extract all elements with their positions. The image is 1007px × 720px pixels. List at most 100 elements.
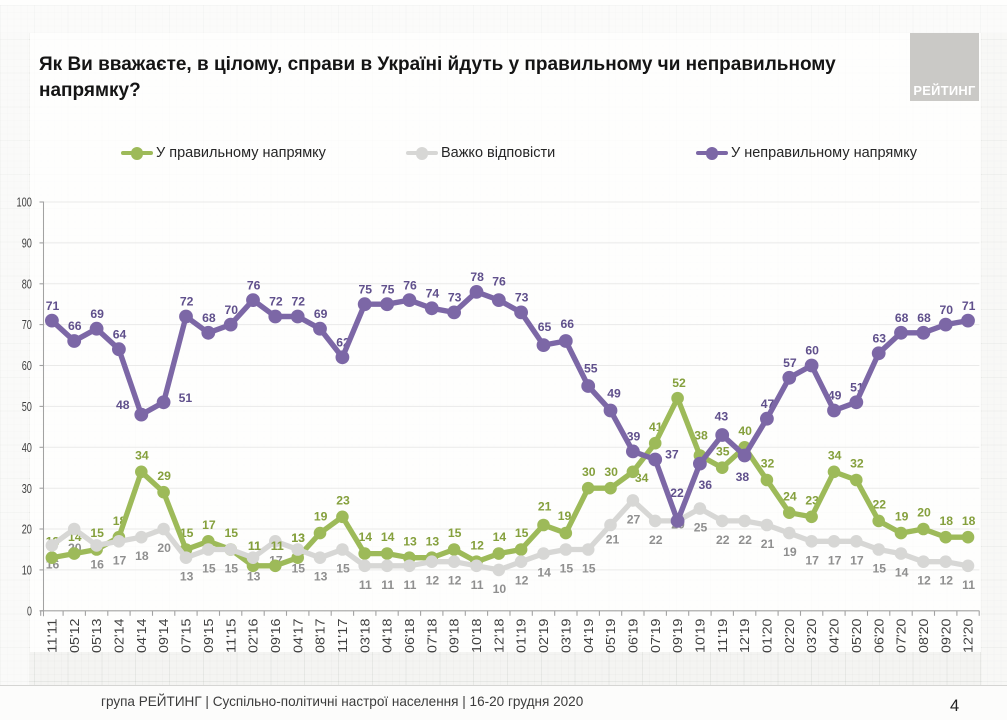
svg-text:29: 29 — [157, 469, 171, 483]
svg-text:12: 12 — [515, 574, 529, 588]
svg-text:11: 11 — [381, 578, 394, 592]
svg-text:14: 14 — [537, 566, 551, 580]
svg-text:17: 17 — [828, 553, 842, 567]
svg-text:55: 55 — [584, 361, 598, 375]
svg-text:20: 20 — [22, 522, 32, 537]
svg-text:12: 12 — [448, 574, 462, 588]
svg-text:57: 57 — [783, 356, 797, 370]
svg-text:40: 40 — [738, 424, 752, 438]
svg-text:22: 22 — [716, 533, 730, 547]
svg-text:09'14: 09'14 — [156, 619, 171, 654]
svg-text:16: 16 — [90, 557, 104, 571]
svg-text:19: 19 — [895, 510, 909, 524]
svg-text:34: 34 — [135, 448, 149, 462]
svg-text:21: 21 — [538, 500, 552, 514]
svg-text:04'18: 04'18 — [380, 619, 395, 654]
svg-text:24: 24 — [783, 489, 797, 503]
svg-text:07'15: 07'15 — [179, 619, 194, 654]
svg-text:70: 70 — [940, 303, 954, 317]
svg-text:74: 74 — [426, 287, 440, 301]
svg-text:02'19: 02'19 — [536, 619, 551, 654]
svg-text:11: 11 — [359, 578, 372, 592]
svg-text:18: 18 — [940, 514, 954, 528]
svg-text:13: 13 — [314, 570, 328, 584]
svg-text:71: 71 — [46, 299, 60, 313]
svg-text:37: 37 — [665, 448, 679, 462]
svg-text:15: 15 — [225, 562, 239, 576]
svg-text:25: 25 — [694, 521, 708, 535]
svg-text:09'19: 09'19 — [670, 619, 685, 654]
svg-text:49: 49 — [607, 386, 621, 400]
svg-text:78: 78 — [470, 270, 484, 284]
svg-text:65: 65 — [538, 320, 552, 334]
svg-text:75: 75 — [381, 282, 395, 296]
svg-text:38: 38 — [694, 429, 708, 443]
svg-text:05'19: 05'19 — [603, 619, 618, 654]
svg-text:12: 12 — [940, 574, 954, 588]
svg-text:09'15: 09'15 — [201, 619, 216, 654]
svg-text:50: 50 — [22, 399, 32, 414]
svg-text:34: 34 — [828, 448, 842, 462]
svg-text:69: 69 — [314, 307, 328, 321]
svg-text:11'19: 11'19 — [715, 619, 730, 654]
svg-text:19: 19 — [314, 510, 328, 524]
svg-text:04'19: 04'19 — [581, 619, 596, 654]
svg-text:11: 11 — [248, 539, 261, 553]
svg-text:32: 32 — [761, 457, 775, 471]
svg-text:04'20: 04'20 — [827, 619, 842, 654]
svg-text:06'18: 06'18 — [402, 619, 417, 654]
svg-text:12'20: 12'20 — [961, 619, 976, 654]
svg-text:13: 13 — [403, 534, 417, 548]
svg-text:11'15: 11'15 — [223, 619, 238, 654]
svg-text:12: 12 — [426, 574, 440, 588]
svg-text:11: 11 — [404, 578, 417, 592]
svg-text:17: 17 — [113, 553, 127, 567]
svg-text:14: 14 — [895, 566, 909, 580]
svg-text:15: 15 — [292, 562, 306, 576]
svg-text:13: 13 — [291, 531, 305, 545]
svg-text:76: 76 — [492, 275, 506, 289]
svg-text:18: 18 — [135, 549, 149, 563]
svg-text:70: 70 — [22, 317, 32, 332]
svg-text:14: 14 — [359, 530, 373, 544]
svg-text:12: 12 — [470, 538, 484, 552]
svg-text:14: 14 — [493, 530, 507, 544]
svg-text:03'20: 03'20 — [804, 619, 819, 654]
svg-text:19: 19 — [783, 545, 797, 559]
svg-text:15: 15 — [560, 562, 574, 576]
svg-text:27: 27 — [627, 512, 641, 526]
svg-text:10'18: 10'18 — [469, 619, 484, 654]
svg-text:02'14: 02'14 — [112, 619, 127, 654]
svg-text:90: 90 — [22, 236, 32, 251]
svg-text:80: 80 — [22, 276, 32, 291]
svg-text:07'18: 07'18 — [424, 619, 439, 654]
svg-text:60: 60 — [22, 358, 32, 373]
svg-text:13: 13 — [180, 570, 194, 584]
svg-text:07'19: 07'19 — [648, 619, 663, 654]
svg-text:12: 12 — [917, 574, 931, 588]
svg-text:60: 60 — [805, 344, 819, 358]
svg-text:15: 15 — [336, 562, 350, 576]
svg-text:11'17: 11'17 — [335, 619, 350, 654]
svg-text:07'20: 07'20 — [894, 619, 909, 654]
svg-text:35: 35 — [716, 444, 730, 458]
svg-text:17: 17 — [850, 553, 864, 567]
svg-text:08'17: 08'17 — [313, 619, 328, 654]
svg-text:22: 22 — [873, 498, 887, 512]
svg-text:03'19: 03'19 — [558, 619, 573, 654]
svg-text:15: 15 — [515, 526, 529, 540]
svg-text:21: 21 — [761, 537, 775, 551]
svg-text:43: 43 — [715, 409, 729, 423]
svg-text:100: 100 — [17, 195, 32, 210]
svg-text:15: 15 — [225, 526, 239, 540]
svg-text:04'14: 04'14 — [134, 619, 149, 654]
svg-text:05'13: 05'13 — [89, 619, 104, 654]
svg-text:12'18: 12'18 — [491, 619, 506, 654]
svg-text:06'20: 06'20 — [871, 619, 886, 654]
svg-text:05'20: 05'20 — [849, 619, 864, 654]
svg-text:09'20: 09'20 — [938, 619, 953, 654]
svg-text:48: 48 — [116, 398, 130, 412]
svg-text:72: 72 — [269, 295, 283, 309]
svg-text:15: 15 — [873, 562, 887, 576]
svg-text:69: 69 — [90, 307, 104, 321]
